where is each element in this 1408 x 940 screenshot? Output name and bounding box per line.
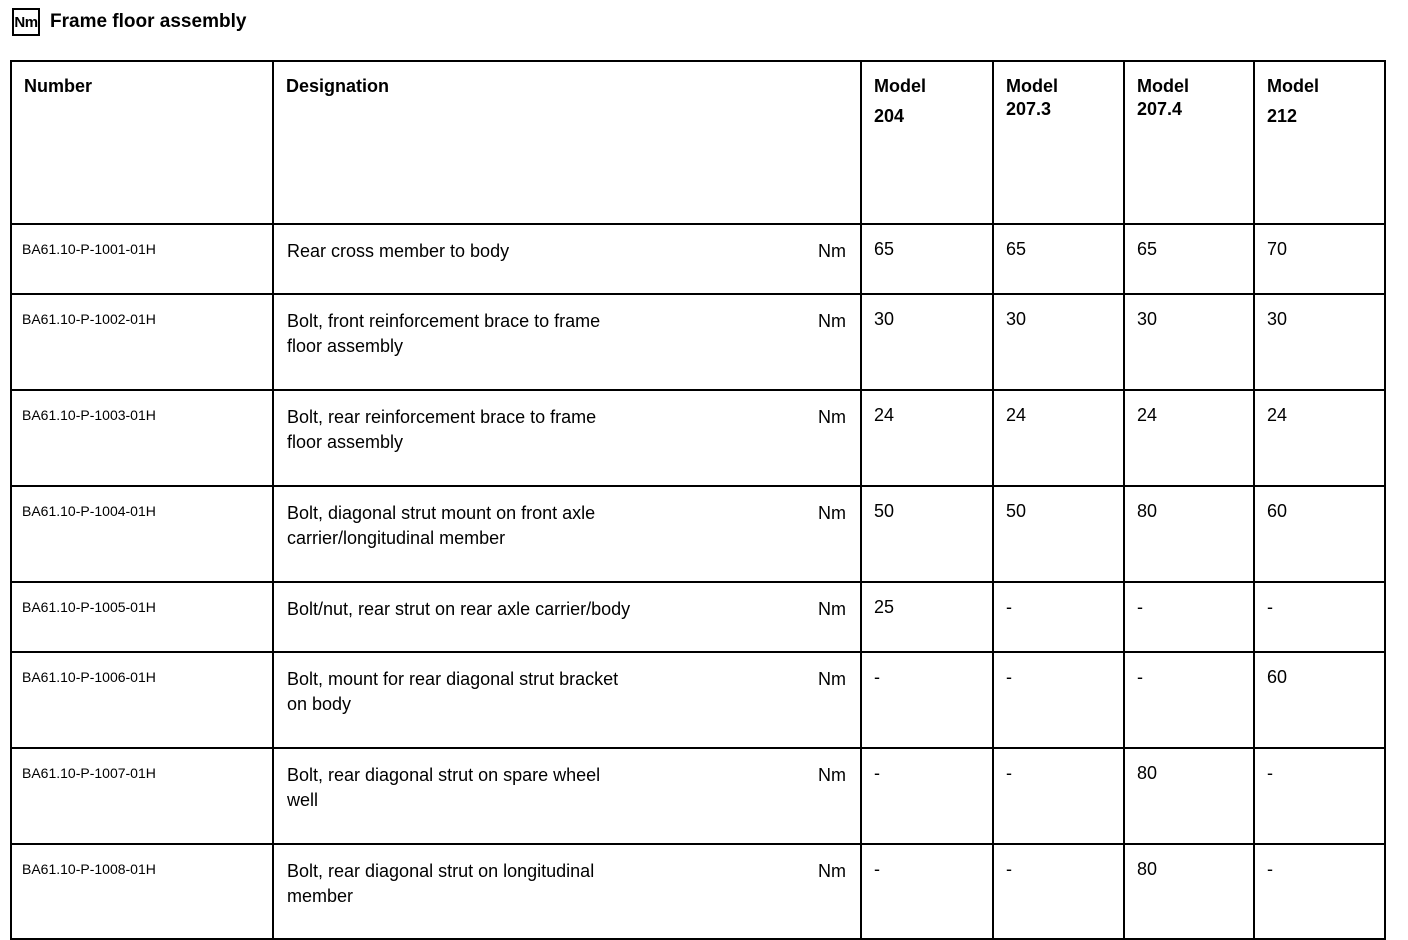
torque-value-207-4: - (1123, 653, 1253, 747)
torque-value-207-3: 65 (992, 225, 1123, 293)
torque-value-207-3: - (992, 845, 1123, 938)
column-header-model-207-3: Model 207.3 (992, 62, 1123, 223)
torque-value-207-3: - (992, 749, 1123, 843)
unit-label: Nm (818, 599, 846, 619)
torque-value-204: 25 (860, 583, 992, 651)
torque-value-207-3: - (992, 583, 1123, 651)
unit-label: Nm (818, 765, 846, 785)
designation-text: Bolt, mount for rear diagonal strut brac… (287, 669, 619, 714)
column-header-number: Number (24, 76, 93, 96)
torque-value-212: 60 (1253, 487, 1384, 581)
torque-value-212: - (1253, 749, 1384, 843)
unit-label: Nm (818, 311, 846, 331)
designation-text: Bolt, rear reinforcement brace to frame … (287, 407, 597, 452)
torque-value-207-4: 80 (1123, 749, 1253, 843)
designation-cell: Rear cross member to body Nm (272, 225, 860, 293)
torque-value-207-4: 24 (1123, 391, 1253, 485)
torque-value-207-3: 24 (992, 391, 1123, 485)
torque-unit-icon: Nm (12, 8, 40, 36)
designation-cell: Bolt, rear diagonal strut on spare wheel… (272, 749, 860, 843)
torque-value-212: 30 (1253, 295, 1384, 389)
torque-value-204: 50 (860, 487, 992, 581)
torque-value-204: - (860, 653, 992, 747)
unit-label: Nm (818, 861, 846, 881)
title-bar: Nm Frame floor assembly (12, 8, 246, 36)
part-number: BA61.10-P-1003-01H (22, 407, 156, 423)
unit-label: Nm (818, 669, 846, 689)
table-row: BA61.10-P-1004-01H Bolt, diagonal strut … (12, 487, 1384, 583)
torque-value-212: 60 (1253, 653, 1384, 747)
table-row: BA61.10-P-1003-01H Bolt, rear reinforcem… (12, 391, 1384, 487)
table-header-row: Number Designation Model 204 Model 207.3… (12, 62, 1384, 225)
designation-text: Bolt, rear diagonal strut on spare wheel… (287, 765, 601, 810)
table-row: BA61.10-P-1005-01H Bolt/nut, rear strut … (12, 583, 1384, 653)
model-header-word: Model (1137, 76, 1189, 96)
column-header-model-207-4: Model 207.4 (1123, 62, 1253, 223)
part-number: BA61.10-P-1002-01H (22, 311, 156, 327)
designation-cell: Bolt, front reinforcement brace to frame… (272, 295, 860, 389)
designation-cell: Bolt, diagonal strut mount on front axle… (272, 487, 860, 581)
table-row: BA61.10-P-1002-01H Bolt, front reinforce… (12, 295, 1384, 391)
designation-cell: Bolt, rear diagonal strut on longitudina… (272, 845, 860, 938)
torque-value-212: - (1253, 845, 1384, 938)
model-header-word: Model (1267, 76, 1319, 96)
table-row: BA61.10-P-1001-01H Rear cross member to … (12, 225, 1384, 295)
torque-spec-table: Number Designation Model 204 Model 207.3… (10, 60, 1386, 940)
table-row: BA61.10-P-1008-01H Bolt, rear diagonal s… (12, 845, 1384, 938)
designation-text: Bolt/nut, rear strut on rear axle carrie… (287, 599, 631, 619)
torque-value-212: - (1253, 583, 1384, 651)
model-header-code: 212 (1267, 106, 1298, 126)
torque-value-207-4: 65 (1123, 225, 1253, 293)
model-header-code: 207.3 (1006, 99, 1052, 119)
column-header-model-204: Model 204 (860, 62, 992, 223)
part-number: BA61.10-P-1007-01H (22, 765, 156, 781)
torque-value-207-4: 30 (1123, 295, 1253, 389)
page-title: Frame floor assembly (50, 11, 247, 32)
part-number: BA61.10-P-1004-01H (22, 503, 156, 519)
unit-label: Nm (818, 503, 846, 523)
torque-value-204: 65 (860, 225, 992, 293)
designation-cell: Bolt, rear reinforcement brace to frame … (272, 391, 860, 485)
torque-value-204: 30 (860, 295, 992, 389)
table-row: BA61.10-P-1006-01H Bolt, mount for rear … (12, 653, 1384, 749)
torque-value-207-3: - (992, 653, 1123, 747)
torque-value-212: 24 (1253, 391, 1384, 485)
unit-label: Nm (818, 241, 846, 261)
designation-text: Bolt, front reinforcement brace to frame… (287, 311, 601, 356)
unit-label: Nm (818, 407, 846, 427)
part-number: BA61.10-P-1006-01H (22, 669, 156, 685)
model-header-code: 207.4 (1137, 99, 1183, 119)
part-number: BA61.10-P-1005-01H (22, 599, 156, 615)
torque-value-204: 24 (860, 391, 992, 485)
torque-unit-icon-label: Nm (14, 13, 38, 31)
column-header-designation: Designation (272, 62, 860, 223)
torque-value-207-4: 80 (1123, 845, 1253, 938)
torque-value-212: 70 (1253, 225, 1384, 293)
column-header-model-212: Model 212 (1253, 62, 1384, 223)
part-number: BA61.10-P-1008-01H (22, 861, 156, 877)
model-header-word: Model (874, 76, 926, 96)
part-number: BA61.10-P-1001-01H (22, 241, 156, 257)
torque-value-204: - (860, 845, 992, 938)
designation-cell: Bolt, mount for rear diagonal strut brac… (272, 653, 860, 747)
designation-text: Bolt, rear diagonal strut on longitudina… (287, 861, 595, 906)
torque-value-204: - (860, 749, 992, 843)
torque-value-207-4: 80 (1123, 487, 1253, 581)
designation-text: Rear cross member to body (287, 241, 510, 261)
torque-value-207-4: - (1123, 583, 1253, 651)
model-header-code: 204 (874, 106, 905, 126)
designation-text: Bolt, diagonal strut mount on front axle… (287, 503, 596, 548)
torque-value-207-3: 30 (992, 295, 1123, 389)
designation-cell: Bolt/nut, rear strut on rear axle carrie… (272, 583, 860, 651)
model-header-word: Model (1006, 76, 1058, 96)
table-row: BA61.10-P-1007-01H Bolt, rear diagonal s… (12, 749, 1384, 845)
torque-value-207-3: 50 (992, 487, 1123, 581)
